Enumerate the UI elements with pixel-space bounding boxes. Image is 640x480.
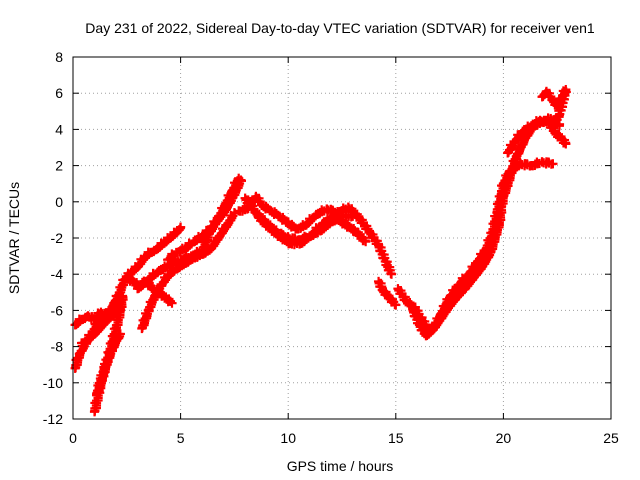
y-tick-label: -2 [51, 230, 64, 246]
x-axis-label: GPS time / hours [287, 458, 394, 474]
y-tick-label: 2 [55, 158, 63, 174]
data-point [117, 291, 128, 301]
x-tick-label: 0 [69, 430, 77, 446]
data-point [167, 298, 177, 308]
data-point [234, 173, 244, 183]
grid-lines [73, 57, 611, 419]
x-tick-label: 15 [388, 430, 404, 446]
x-tick-label: 5 [177, 430, 185, 446]
chart-title: Day 231 of 2022, Sidereal Day-to-day VTE… [85, 20, 595, 36]
x-tick-label: 20 [496, 430, 512, 446]
data-point [386, 269, 397, 279]
data-point [561, 139, 571, 149]
y-axis-label: SDTVAR / TECUs [6, 182, 22, 294]
y-tick-label: -4 [51, 266, 64, 282]
data-point [348, 211, 358, 221]
data-point [548, 159, 558, 169]
x-axis: 0 5 10 15 20 25 [69, 57, 619, 446]
x-tick-label: 25 [603, 430, 619, 446]
y-tick-label: -10 [43, 375, 63, 391]
y-tick-label: 0 [55, 194, 63, 210]
y-tick-label: -6 [51, 302, 64, 318]
y-tick-label: 6 [55, 85, 63, 101]
data-series [70, 84, 571, 417]
data-point [391, 300, 401, 310]
data-point [361, 237, 371, 247]
y-tick-label: -8 [51, 339, 64, 355]
data-point [554, 121, 564, 131]
y-tick-label: -12 [43, 411, 63, 427]
data-point [550, 117, 560, 127]
x-tick-label: 10 [280, 430, 296, 446]
data-point [176, 222, 186, 232]
y-axis: -12 -10 -8 -6 -4 -2 0 2 4 6 8 [43, 49, 611, 427]
y-tick-label: 8 [55, 49, 63, 65]
y-tick-label: 4 [55, 121, 63, 137]
